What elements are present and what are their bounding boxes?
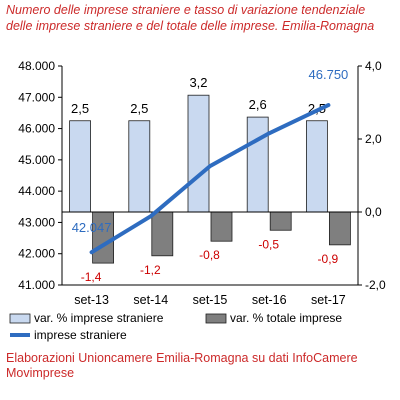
data-label-totale-imprese: -0,8 bbox=[199, 248, 220, 262]
y-right-tick-label: 2,0 bbox=[365, 132, 382, 146]
y-right-tick-label: 4,0 bbox=[365, 59, 382, 73]
data-label-imprese-straniere: 3,2 bbox=[189, 75, 207, 90]
bar-imprese-straniere bbox=[187, 94, 210, 213]
x-tick-label: set-14 bbox=[133, 293, 168, 307]
data-label-imprese-straniere: 2,5 bbox=[71, 101, 89, 116]
y-left-tick-label: 47.000 bbox=[18, 90, 55, 104]
y-right-tick-label: -2,0 bbox=[365, 278, 386, 292]
bar-imprese-straniere bbox=[69, 120, 91, 213]
x-tick-label: set-16 bbox=[252, 293, 287, 307]
y-left-tick-label: 43.000 bbox=[18, 215, 55, 229]
data-label-totale-imprese: -0,9 bbox=[318, 252, 339, 266]
bar-imprese-straniere bbox=[305, 120, 328, 213]
data-label-imprese-straniere: 2,6 bbox=[249, 97, 267, 112]
line-imprese-straniere bbox=[89, 103, 331, 255]
bar-imprese-straniere bbox=[246, 116, 269, 213]
bar-totale-imprese bbox=[210, 211, 233, 242]
y-left-tick-label: 46.000 bbox=[18, 122, 55, 136]
data-label-totale-imprese: -1,2 bbox=[140, 263, 161, 277]
x-tick-label: set-13 bbox=[74, 293, 109, 307]
bar-imprese-straniere bbox=[128, 120, 151, 213]
data-label-imprese-straniere-line: 42.047 bbox=[72, 220, 112, 235]
bar-totale-imprese bbox=[151, 211, 174, 257]
x-tick-label: set-15 bbox=[193, 293, 228, 307]
data-label-totale-imprese: -0,5 bbox=[258, 237, 279, 251]
legend-label-totale-imprese: var. % totale imprese bbox=[230, 311, 342, 325]
legend-swatch-totale-imprese bbox=[205, 313, 227, 324]
y-left-tick-label: 42.000 bbox=[18, 247, 55, 261]
legend-swatch-imprese-straniere bbox=[9, 313, 31, 324]
data-label-imprese-straniere-line: 46.750 bbox=[309, 67, 349, 82]
bar-totale-imprese bbox=[328, 211, 351, 246]
y-left-tick-label: 48.000 bbox=[18, 59, 55, 73]
data-label-totale-imprese: -1,4 bbox=[81, 270, 102, 284]
source-note: Elaborazioni Unioncamere Emilia-Romagna … bbox=[6, 351, 358, 380]
legend-label-line: imprese straniere bbox=[34, 328, 127, 342]
y-left-tick-label: 45.000 bbox=[18, 153, 55, 167]
legend-label-imprese-straniere: var. % imprese straniere bbox=[34, 311, 164, 325]
bar-totale-imprese bbox=[269, 211, 292, 231]
chart-title: Numero delle imprese straniere e tasso d… bbox=[6, 3, 375, 33]
y-right-tick-label: 0,0 bbox=[365, 205, 382, 219]
y-left-tick-label: 41.000 bbox=[18, 278, 55, 292]
data-label-imprese-straniere: 2,5 bbox=[130, 101, 148, 116]
x-tick-label: set-17 bbox=[311, 293, 346, 307]
y-left-tick-label: 44.000 bbox=[18, 184, 55, 198]
